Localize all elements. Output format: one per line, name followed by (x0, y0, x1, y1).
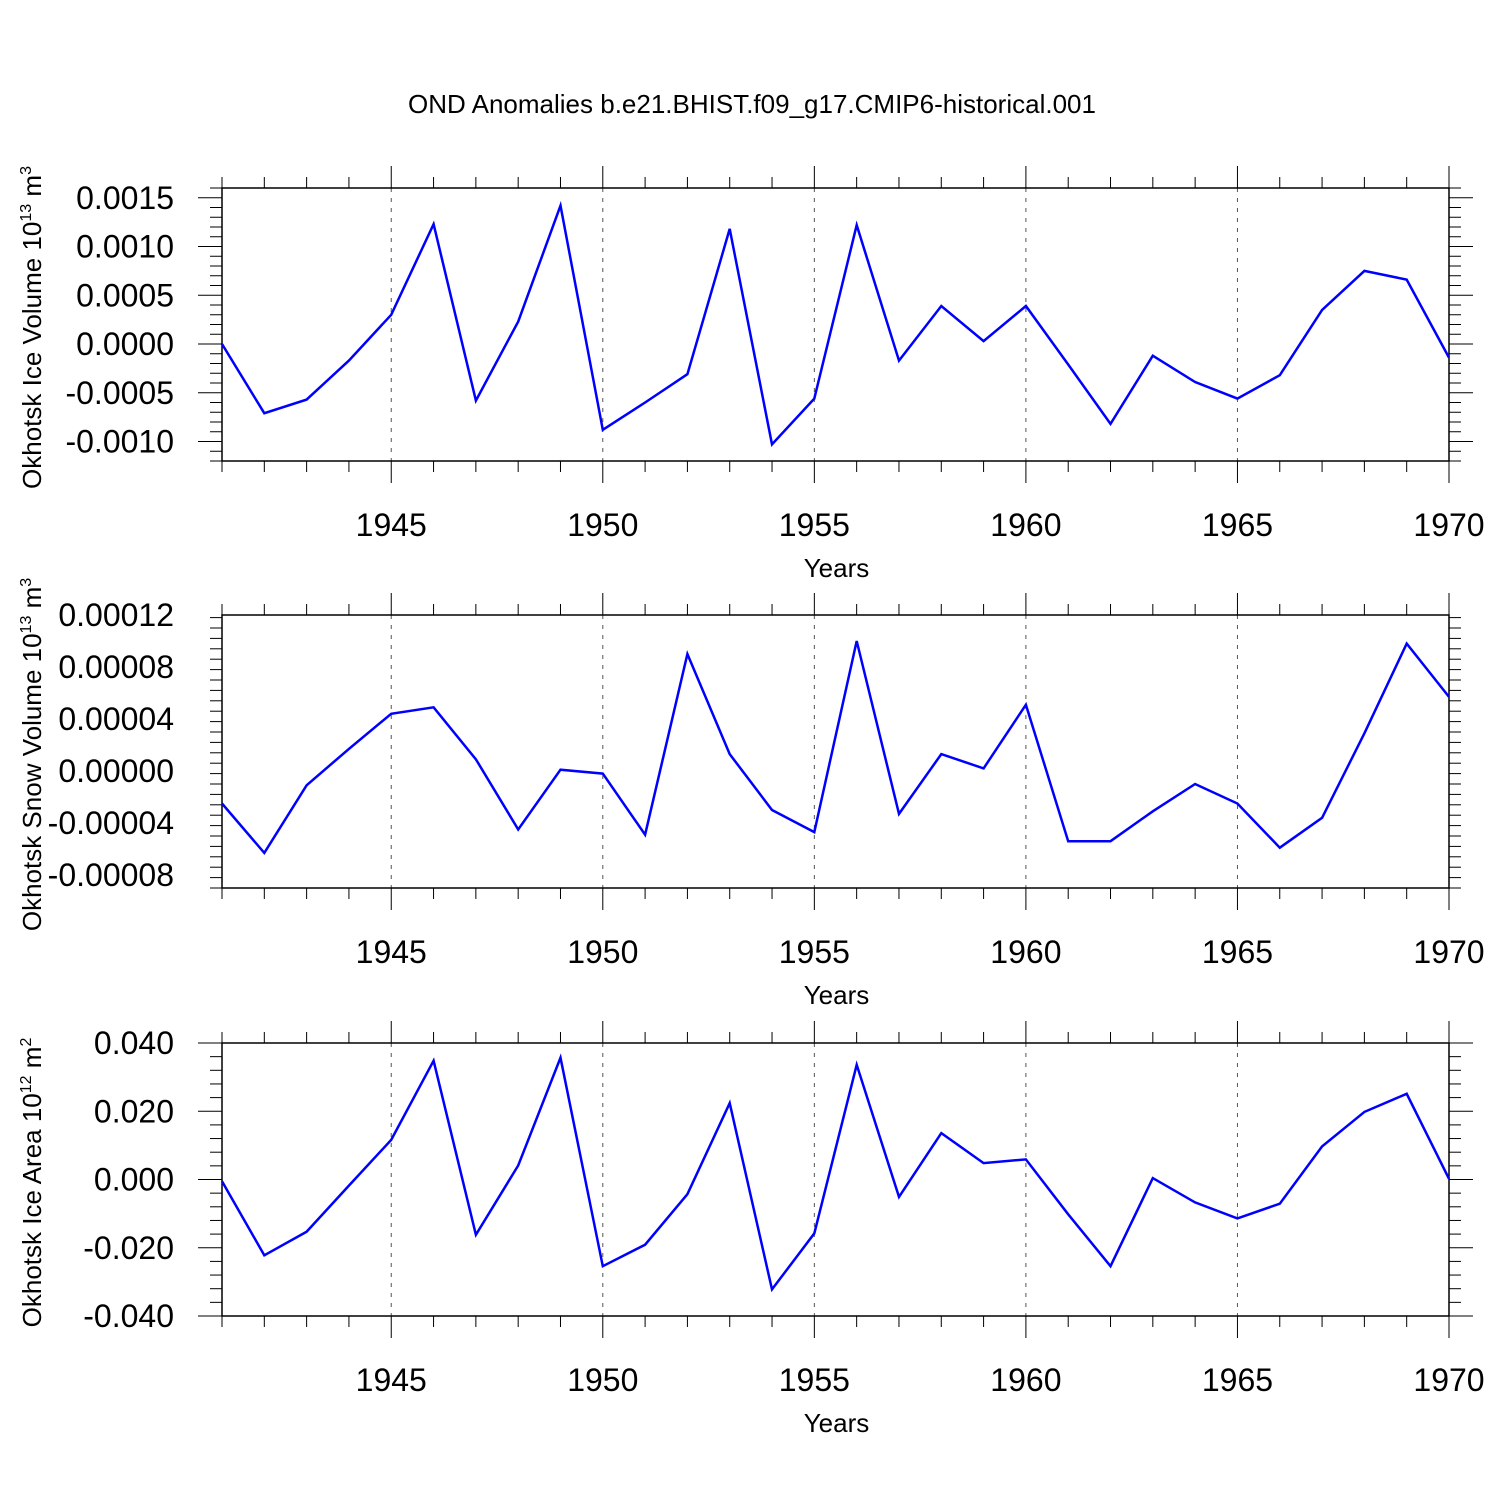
plot-frame (221, 1042, 1450, 1317)
x-tick-label: 1945 (356, 1362, 427, 1398)
y-tick-label: 0.00000 (58, 753, 174, 789)
y-tick-label: 0.00008 (58, 649, 174, 685)
panel-2: 1945 1950 1955 1960 1965 1970 -0.00008 -0.00004… (17, 578, 1485, 1010)
x-tick-label: 1960 (990, 507, 1061, 543)
series-line (221, 640, 1450, 856)
y-tick-label: -0.0005 (65, 375, 174, 411)
plot-frame (221, 187, 1450, 462)
x-tick-label: 1960 (990, 1362, 1061, 1398)
x-axis-label: Years (804, 1408, 870, 1438)
y-tick-label: -0.00008 (48, 857, 174, 893)
x-tick-label: 1965 (1202, 934, 1273, 970)
y-tick-label: 0.000 (94, 1162, 174, 1198)
x-tick-label: 1945 (356, 934, 427, 970)
x-tick-label: 1970 (1413, 507, 1484, 543)
x-tick-label: 1950 (567, 934, 638, 970)
x-tick-label: 1965 (1202, 507, 1273, 543)
y-axis-label: Okhotsk Ice Volume 1013 m3 (17, 166, 47, 489)
x-tick-label: 1955 (779, 934, 850, 970)
x-tick-label: 1960 (990, 934, 1061, 970)
series-line (220, 1053, 1451, 1293)
y-tick-label: 0.00004 (58, 701, 174, 737)
x-axis-label: Years (804, 980, 870, 1010)
panel-1: 1945 1950 1955 1960 1965 1970 -0.0010 -0.0005 0.… (17, 166, 1485, 583)
y-tick-label: 0.0005 (76, 277, 174, 313)
y-tick-label: -0.0010 (65, 424, 174, 460)
x-tick-label: 1950 (567, 1362, 638, 1398)
x-tick-label: 1965 (1202, 1362, 1273, 1398)
y-tick-label: 0.0015 (76, 180, 174, 216)
x-tick-label: 1955 (779, 507, 850, 543)
y-axis-label: Okhotsk Ice Area 1012 m2 (17, 1038, 47, 1328)
chart-title: OND Anomalies b.e21.BHIST.f09_g17.CMIP6-… (408, 89, 1096, 119)
series-line (220, 200, 1451, 448)
x-tick-label: 1970 (1413, 1362, 1484, 1398)
y-tick-label: 0.0010 (76, 229, 174, 265)
y-tick-label: 0.0000 (76, 326, 174, 362)
y-tick-label: 0.040 (94, 1025, 174, 1061)
y-tick-label: -0.040 (83, 1298, 174, 1334)
y-tick-label: -0.00004 (48, 805, 174, 841)
y-tick-label: 0.020 (94, 1093, 174, 1129)
x-tick-label: 1945 (356, 507, 427, 543)
x-tick-label: 1950 (567, 507, 638, 543)
y-tick-label: 0.00012 (58, 597, 174, 633)
y-axis-label: Okhotsk Snow Volume 1013 m3 (17, 578, 47, 931)
x-tick-label: 1955 (779, 1362, 850, 1398)
x-tick-label: 1970 (1413, 934, 1484, 970)
y-tick-label: -0.020 (83, 1230, 174, 1266)
x-axis-label: Years (804, 553, 870, 583)
plot-frame (221, 614, 1450, 889)
panel-3: 1945 1950 1955 1960 1965 1970 -0.040 -0.020 0.00… (17, 1021, 1485, 1438)
